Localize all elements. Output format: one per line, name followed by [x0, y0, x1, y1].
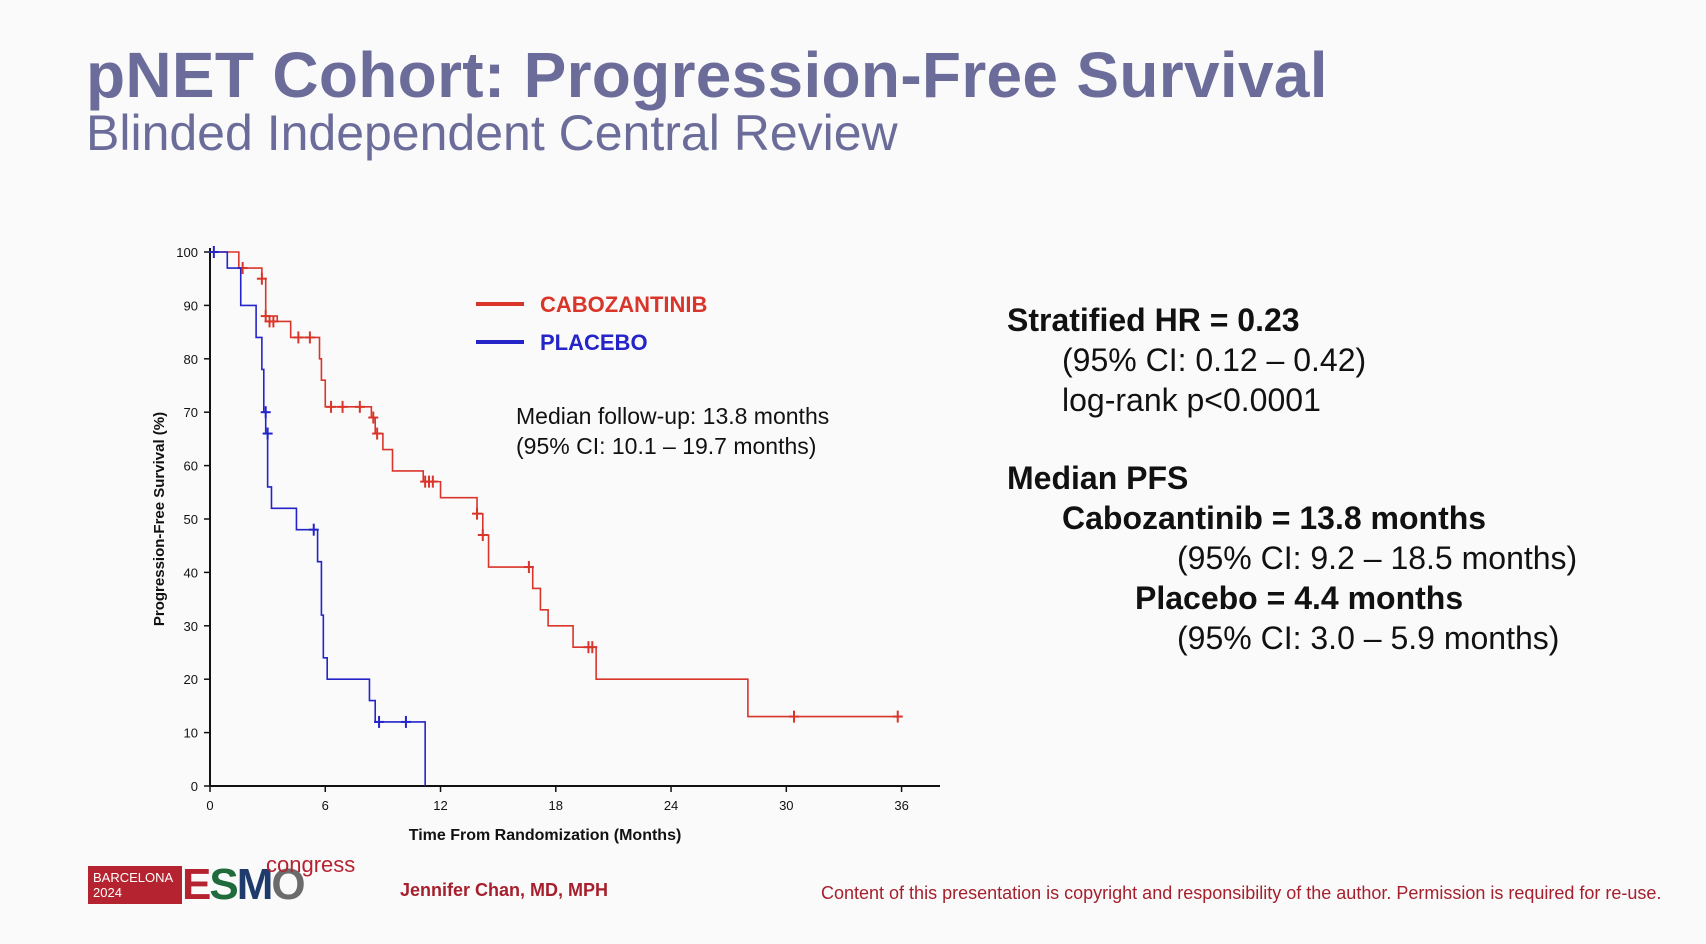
- logo-year: 2024: [93, 885, 122, 900]
- cabozantinib-censor-mark: [427, 475, 438, 488]
- legend-label-placebo: PLACEBO: [540, 330, 648, 355]
- slide-subtitle: Blinded Independent Central Review: [86, 105, 898, 161]
- cabozantinib-censor-mark: [326, 400, 337, 413]
- logrank: log-rank p<0.0001: [1062, 382, 1321, 418]
- cabozantinib-censor-mark: [477, 529, 488, 542]
- cabozantinib-censor-mark: [472, 507, 483, 520]
- legend-label-cabozantinib: CABOZANTINIB: [540, 292, 707, 317]
- cabozantinib-censor-mark: [368, 411, 379, 424]
- cabozantinib-censor-mark: [304, 331, 315, 344]
- logo-esmo: ESMO: [182, 860, 306, 909]
- placebo-median: Placebo = 4.4 months: [1135, 580, 1464, 616]
- hr-ci: (95% CI: 0.12 – 0.42): [1062, 342, 1367, 378]
- cabozantinib-censor-mark: [523, 561, 534, 574]
- cabozantinib-censor-mark: [337, 400, 348, 413]
- esmo-logo: BARCELONA 2024 ESMO congress: [88, 852, 355, 914]
- x-tick-label: 18: [549, 798, 563, 813]
- y-tick-label: 70: [184, 405, 198, 420]
- x-tick-label: 0: [206, 798, 213, 813]
- x-tick-label: 6: [322, 798, 329, 813]
- placebo-censor-mark: [308, 523, 319, 536]
- logo-e: E: [182, 860, 211, 909]
- logo-city-box: BARCELONA 2024: [88, 866, 182, 904]
- km-chart: 0 6 12 18 24 30 36 0 10 20 30 40 50 60 70 80 90 100 Time F…: [151, 245, 940, 844]
- y-tick-label: 30: [184, 619, 198, 634]
- chart-annotation-line-1: Median follow-up: 13.8 months: [516, 403, 829, 429]
- cabo-ci: (95% CI: 9.2 – 18.5 months): [1177, 540, 1578, 576]
- y-tick-label: 80: [184, 352, 198, 367]
- y-tick-label: 100: [176, 245, 198, 260]
- placebo-censor-mark: [262, 427, 273, 440]
- placebo-censor-mark: [208, 246, 219, 258]
- slide-title: pNET Cohort: Progression-Free Survival: [86, 39, 1328, 111]
- logo-city: BARCELONA: [93, 870, 174, 885]
- chart-lines: [208, 246, 903, 786]
- placebo-censor-mark: [374, 715, 385, 728]
- x-tick-label: 36: [894, 798, 908, 813]
- x-axis-label: Time From Randomization (Months): [409, 827, 682, 844]
- median-pfs-label: Median PFS: [1007, 460, 1189, 496]
- cabozantinib-censor-mark: [372, 427, 383, 440]
- y-tick-label: 40: [184, 565, 198, 580]
- cabozantinib-curve: [210, 251, 902, 718]
- y-tick-label: 0: [191, 779, 198, 794]
- y-axis-label: Progression-Free Survival (%): [151, 412, 168, 626]
- y-tick-label: 60: [184, 459, 198, 474]
- x-tick-label: 12: [433, 798, 447, 813]
- chart-axes: 0 6 12 18 24 30 36 0 10 20 30 40 50 60 70 80 90 100 Time F…: [151, 245, 940, 844]
- cabo-median: Cabozantinib = 13.8 months: [1062, 500, 1487, 536]
- cabozantinib-censor-mark: [892, 710, 903, 723]
- chart-annotation-line-2: (95% CI: 10.1 – 19.7 months): [516, 433, 816, 459]
- logo-o: O: [271, 860, 305, 909]
- placebo-censor-mark: [260, 406, 271, 419]
- logo-s: S: [209, 860, 238, 909]
- copyright-notice: Content of this presentation is copyrigh…: [821, 883, 1662, 903]
- placebo-ci: (95% CI: 3.0 – 5.9 months): [1177, 620, 1560, 656]
- placebo-censor-mark: [400, 715, 411, 728]
- logo-m: M: [236, 860, 274, 909]
- stats-panel: Stratified HR = 0.23 (95% CI: 0.12 – 0.4…: [1007, 300, 1577, 658]
- author: Jennifer Chan, MD, MPH: [400, 880, 609, 900]
- cabozantinib-censor-mark: [293, 331, 304, 344]
- hr-label: Stratified HR = 0.23: [1007, 302, 1300, 338]
- cabozantinib-censor-mark: [256, 272, 267, 285]
- x-tick-label: 30: [779, 798, 793, 813]
- y-tick-label: 50: [184, 512, 198, 527]
- cabozantinib-censor-mark: [268, 315, 279, 328]
- chart-legend: CABOZANTINIB PLACEBO: [476, 292, 707, 355]
- logo-congress: congress: [266, 852, 356, 877]
- y-tick-label: 10: [184, 726, 198, 741]
- y-tick-label: 20: [184, 672, 198, 687]
- cabozantinib-censor-mark: [789, 710, 799, 723]
- y-tick-label: 90: [184, 298, 198, 313]
- placebo-curve: [210, 251, 426, 786]
- x-tick-label: 24: [664, 798, 678, 813]
- cabozantinib-censor-mark: [354, 400, 365, 413]
- cabozantinib-censor-mark: [587, 641, 598, 654]
